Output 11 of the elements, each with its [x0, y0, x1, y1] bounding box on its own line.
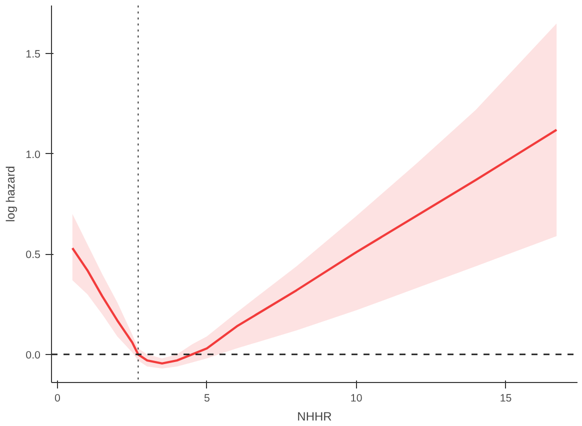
y-tick-label: 1.0 — [26, 148, 41, 161]
line-series — [71, 128, 558, 365]
x-tick-label: 15 — [500, 392, 512, 404]
y-axis-title: log hazard — [4, 166, 18, 222]
x-axis-title: NHHR — [297, 410, 332, 424]
y-tick-label: 1.5 — [26, 48, 41, 61]
x-tick-label: 5 — [204, 392, 210, 404]
y-tick-label: 0.5 — [26, 249, 41, 262]
y-tick-label: 0.0 — [26, 349, 41, 362]
x-tick-label: 0 — [54, 392, 61, 404]
x-tick-label: 10 — [350, 392, 362, 404]
